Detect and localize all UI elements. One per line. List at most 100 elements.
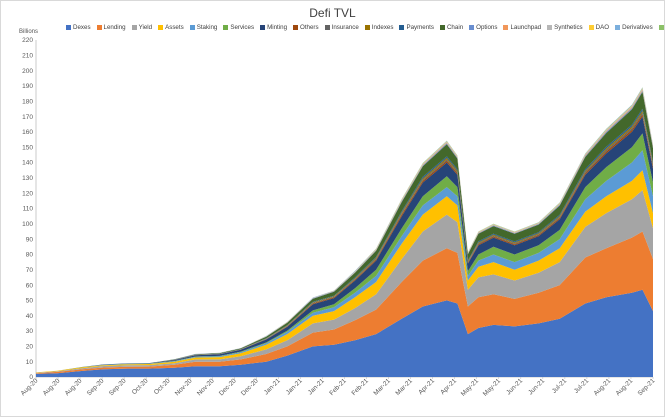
legend-label: Yield bbox=[138, 23, 153, 31]
y-tick-label: 160 bbox=[22, 129, 33, 136]
area-series-yield bbox=[36, 190, 653, 374]
legend-label: Synthetics bbox=[554, 23, 583, 31]
legend-label: Derivatives bbox=[622, 23, 653, 31]
y-tick-label: 40 bbox=[26, 313, 34, 320]
legend-item: Synthetics bbox=[547, 24, 583, 31]
chart-title: Defi TVL bbox=[309, 6, 356, 20]
legend-item: Staking bbox=[189, 23, 218, 31]
y-tick-label: 110 bbox=[23, 206, 34, 213]
legend-item: Insurance bbox=[324, 23, 359, 31]
x-tick-label: Feb-21 bbox=[350, 377, 370, 397]
legend-swatch bbox=[615, 24, 621, 30]
y-tick-label: 200 bbox=[22, 68, 33, 75]
x-tick-label: Feb-21 bbox=[328, 377, 348, 397]
legend-label: Options bbox=[476, 23, 498, 31]
legend-swatch bbox=[324, 24, 330, 30]
x-tick-label: Aug-20 bbox=[64, 377, 84, 397]
legend-swatch bbox=[658, 24, 664, 30]
x-tick-label: Jul-21 bbox=[551, 377, 569, 395]
legend-swatch bbox=[503, 24, 509, 30]
y-tick-label: 210 bbox=[22, 53, 33, 60]
y-tick-label: 140 bbox=[22, 160, 33, 167]
legend-label: Insurance bbox=[331, 23, 359, 31]
x-tick-label: Apr-21 bbox=[439, 377, 458, 396]
y-tick-label: 60 bbox=[26, 282, 34, 289]
legend-item: Minting bbox=[260, 24, 287, 31]
area-series-lending bbox=[36, 231, 653, 374]
x-tick-label: Mar-21 bbox=[395, 377, 415, 397]
legend-label: Services bbox=[230, 23, 255, 31]
legend-item: Lending bbox=[96, 23, 126, 31]
legend-swatch bbox=[189, 24, 195, 30]
x-tick-label: Jul-21 bbox=[573, 377, 591, 395]
legend-swatch bbox=[439, 24, 445, 30]
x-tick-label: Apr-21 bbox=[417, 377, 436, 396]
legend-item: Assets bbox=[158, 24, 184, 31]
legend-label: Indexes bbox=[371, 23, 394, 31]
legend-label: Chain bbox=[446, 23, 464, 31]
legend-item: Derivatives bbox=[615, 24, 653, 31]
legend-item: Indexes bbox=[364, 23, 394, 31]
x-tick-label: Jan-21 bbox=[307, 377, 326, 396]
y-tick-label: 190 bbox=[22, 83, 33, 90]
legend-swatch bbox=[469, 24, 475, 30]
x-tick-label: Nov-20 bbox=[174, 377, 194, 397]
y-unit-label: Billions bbox=[19, 29, 39, 35]
legend-item: Payments bbox=[399, 24, 434, 31]
legend-label: Launchpad bbox=[510, 23, 542, 31]
legend-item: IDO bbox=[658, 24, 665, 31]
area-series-minting bbox=[36, 116, 653, 373]
area-series-dexes bbox=[36, 289, 653, 377]
legend-item: Others bbox=[293, 24, 319, 31]
y-tick-label: 130 bbox=[22, 175, 33, 182]
legend-label: Staking bbox=[196, 23, 218, 31]
legend-label: Lending bbox=[103, 23, 126, 31]
x-tick-label: Oct-20 bbox=[131, 377, 150, 396]
legend-item: Launchpad bbox=[503, 24, 541, 31]
legend-swatch bbox=[96, 24, 102, 30]
legend-swatch bbox=[588, 24, 594, 30]
y-tick-label: 70 bbox=[26, 267, 34, 274]
y-tick-label: 30 bbox=[26, 328, 34, 335]
chart-legend: Dexes Lending Yield Assets Staking Services Mi… bbox=[66, 22, 664, 32]
legend-swatch bbox=[131, 24, 137, 30]
legend-swatch bbox=[399, 24, 405, 30]
legend-item: Chain bbox=[439, 23, 464, 31]
legend-item: Dexes bbox=[66, 24, 91, 31]
x-tick-label: Aug-20 bbox=[42, 377, 62, 397]
legend-item: Services bbox=[223, 24, 254, 31]
x-tick-label: Jan-21 bbox=[263, 377, 282, 396]
x-tick-label: Jun-21 bbox=[505, 377, 524, 396]
x-tick-label: Mar-21 bbox=[372, 377, 392, 397]
x-tick-label: Aug-21 bbox=[615, 377, 635, 397]
legend-label: Minting bbox=[267, 23, 288, 31]
y-tick-label: 180 bbox=[22, 98, 33, 105]
x-tick-label: Jan-21 bbox=[285, 377, 304, 396]
legend-item: DAO bbox=[588, 24, 609, 31]
legend-swatch bbox=[66, 24, 71, 30]
y-tick-label: 220 bbox=[22, 37, 33, 44]
legend-label: Others bbox=[300, 23, 319, 31]
y-tick-label: 170 bbox=[22, 114, 33, 121]
legend-swatch bbox=[260, 24, 266, 30]
x-tick-label: Sep-20 bbox=[108, 377, 128, 397]
x-tick-label: Oct-20 bbox=[153, 377, 172, 396]
x-tick-label: Sep-21 bbox=[637, 377, 657, 397]
y-tick-label: 20 bbox=[26, 344, 34, 351]
x-tick-label: Sep-20 bbox=[86, 377, 106, 397]
area-series-assets bbox=[36, 170, 653, 373]
y-tick-label: 10 bbox=[26, 359, 34, 366]
x-tick-label: Dec-20 bbox=[240, 377, 260, 397]
legend-item: Options bbox=[469, 24, 497, 31]
legend-swatch bbox=[293, 24, 299, 30]
legend-swatch bbox=[547, 24, 553, 30]
legend-swatch bbox=[223, 24, 229, 30]
x-tick-label: Nov-20 bbox=[196, 377, 216, 397]
y-tick-label: 80 bbox=[26, 252, 34, 259]
x-tick-label: May-21 bbox=[460, 377, 481, 398]
y-tick-label: 50 bbox=[26, 298, 34, 305]
x-tick-label: Jun-21 bbox=[527, 377, 546, 396]
y-tick-label: 120 bbox=[22, 190, 33, 197]
y-tick-label: 0 bbox=[29, 374, 33, 381]
legend-swatch bbox=[364, 24, 370, 30]
